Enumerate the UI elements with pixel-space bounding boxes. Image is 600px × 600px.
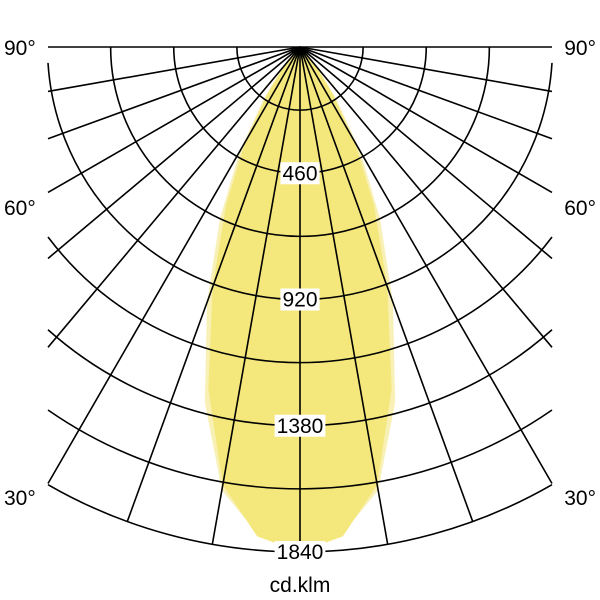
angle-label-right: 30° [564,487,596,510]
grid-radial-line [299,46,553,260]
angle-label-left: 30° [4,487,36,510]
grid-radial-line [211,46,301,545]
grid-radial-line [47,46,301,348]
grid-radial-line [47,46,301,140]
grid-radial-line [299,46,553,140]
grid-radial-line [126,46,301,522]
radial-tick-label: 920 [282,289,317,312]
radial-tick-label: 1840 [277,541,324,564]
grid-radial-line [47,46,301,194]
radial-tick-label: 460 [282,162,317,185]
angle-label-left: 90° [4,37,36,60]
angle-label-left: 60° [4,197,36,220]
grid-radial-line [47,46,301,484]
tick-label-background [274,414,326,437]
grid-radial-line [299,46,553,484]
grid-radial-line [47,46,301,260]
polar-grid [47,46,553,553]
angle-label-right: 90° [564,37,596,60]
tick-labels: 460 920 1380 1840 90° 90° 60° 60° 30° 30° [4,37,596,564]
tick-label-background [274,541,326,563]
angle-label-right: 60° [564,197,596,220]
grid-radial-line [299,46,389,545]
grid-radial-line [299,46,474,522]
grid-radial-line [299,46,553,194]
grid-radial-line [299,46,553,348]
unit-label: cd.klm [270,574,331,597]
grid-radial-line [47,46,301,93]
grid-radial-line [299,46,553,93]
tick-label-background [280,162,320,185]
tick-label-background [280,288,320,311]
radial-tick-label: 1380 [277,415,324,438]
